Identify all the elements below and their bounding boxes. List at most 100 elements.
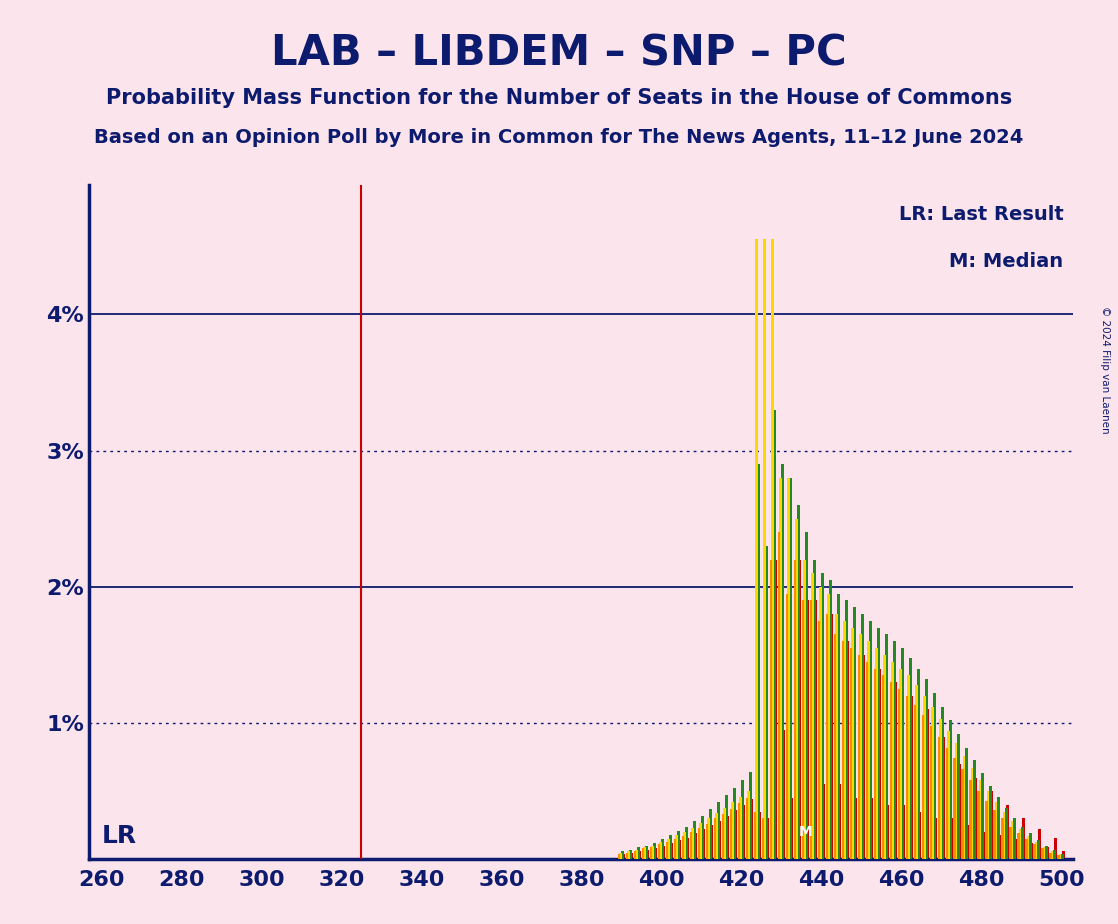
Bar bbox=[770, 239, 774, 859]
Bar bbox=[709, 808, 712, 859]
Text: LAB – LIBDEM – SNP – PC: LAB – LIBDEM – SNP – PC bbox=[272, 32, 846, 74]
Bar bbox=[915, 685, 918, 859]
Bar bbox=[853, 607, 856, 859]
Bar bbox=[653, 843, 656, 859]
Bar bbox=[694, 833, 698, 859]
Bar bbox=[1039, 830, 1041, 859]
Bar bbox=[679, 840, 681, 859]
Bar bbox=[691, 828, 693, 859]
Bar bbox=[1014, 839, 1017, 859]
Bar bbox=[1054, 837, 1058, 859]
Bar bbox=[881, 675, 884, 859]
Bar bbox=[746, 798, 748, 859]
Bar bbox=[650, 847, 652, 859]
Bar bbox=[921, 715, 925, 859]
Bar bbox=[879, 669, 881, 859]
Bar bbox=[869, 621, 872, 859]
Bar bbox=[818, 587, 822, 859]
Bar bbox=[970, 768, 974, 859]
Bar bbox=[726, 796, 728, 859]
Bar bbox=[622, 851, 624, 859]
Bar bbox=[821, 573, 824, 859]
Bar bbox=[683, 833, 685, 859]
Bar bbox=[910, 696, 913, 859]
Bar bbox=[989, 785, 992, 859]
Bar bbox=[642, 848, 644, 859]
Bar bbox=[1025, 839, 1029, 859]
Bar bbox=[747, 791, 749, 859]
Bar bbox=[870, 798, 873, 859]
Bar bbox=[969, 780, 973, 859]
Bar bbox=[982, 773, 984, 859]
Bar bbox=[898, 689, 900, 859]
Bar bbox=[913, 705, 917, 859]
Bar bbox=[686, 837, 689, 859]
Bar bbox=[1045, 845, 1048, 859]
Bar bbox=[835, 614, 837, 859]
Bar bbox=[783, 730, 785, 859]
Bar bbox=[1005, 808, 1008, 859]
Bar bbox=[862, 655, 865, 859]
Bar bbox=[701, 816, 704, 859]
Bar bbox=[825, 614, 828, 859]
Bar bbox=[638, 851, 641, 859]
Bar bbox=[754, 811, 757, 859]
Bar bbox=[781, 464, 784, 859]
Bar bbox=[774, 409, 776, 859]
Bar bbox=[758, 811, 761, 859]
Bar bbox=[730, 808, 732, 859]
Bar bbox=[717, 802, 720, 859]
Bar bbox=[762, 239, 766, 859]
Bar bbox=[1062, 851, 1065, 859]
Bar bbox=[626, 853, 628, 859]
Bar bbox=[934, 693, 936, 859]
Bar bbox=[777, 532, 780, 859]
Bar bbox=[1033, 845, 1036, 859]
Bar bbox=[1006, 805, 1010, 859]
Bar bbox=[817, 621, 821, 859]
Bar bbox=[859, 635, 862, 859]
Bar bbox=[1053, 850, 1055, 859]
Bar bbox=[927, 710, 929, 859]
Bar bbox=[830, 580, 832, 859]
Bar bbox=[929, 725, 932, 859]
Bar bbox=[662, 845, 665, 859]
Bar bbox=[803, 560, 806, 859]
Bar bbox=[906, 696, 908, 859]
Bar bbox=[834, 635, 836, 859]
Bar bbox=[965, 748, 968, 859]
Bar bbox=[1010, 827, 1012, 859]
Bar bbox=[947, 731, 949, 859]
Bar bbox=[1051, 851, 1053, 859]
Bar bbox=[731, 802, 733, 859]
Bar bbox=[854, 798, 858, 859]
Bar bbox=[935, 819, 937, 859]
Text: M: Median: M: Median bbox=[949, 252, 1063, 272]
Bar bbox=[671, 843, 673, 859]
Bar bbox=[710, 825, 713, 859]
Bar bbox=[1043, 847, 1045, 859]
Bar bbox=[891, 662, 893, 859]
Bar bbox=[899, 669, 901, 859]
Bar bbox=[623, 854, 625, 859]
Bar bbox=[973, 760, 976, 859]
Bar bbox=[987, 791, 989, 859]
Bar bbox=[651, 845, 654, 859]
Bar bbox=[901, 648, 904, 859]
Bar bbox=[1013, 819, 1016, 859]
Bar bbox=[843, 621, 845, 859]
Bar bbox=[733, 788, 736, 859]
Bar bbox=[949, 721, 951, 859]
Bar bbox=[1003, 811, 1005, 859]
Bar bbox=[735, 810, 737, 859]
Text: Probability Mass Function for the Number of Seats in the House of Commons: Probability Mass Function for the Number… bbox=[106, 88, 1012, 108]
Bar bbox=[994, 810, 996, 859]
Bar bbox=[675, 834, 678, 859]
Bar bbox=[769, 560, 773, 859]
Bar bbox=[627, 851, 629, 859]
Bar bbox=[629, 850, 632, 859]
Bar bbox=[1050, 853, 1052, 859]
Bar bbox=[809, 601, 813, 859]
Bar bbox=[850, 648, 852, 859]
Bar bbox=[966, 825, 969, 859]
